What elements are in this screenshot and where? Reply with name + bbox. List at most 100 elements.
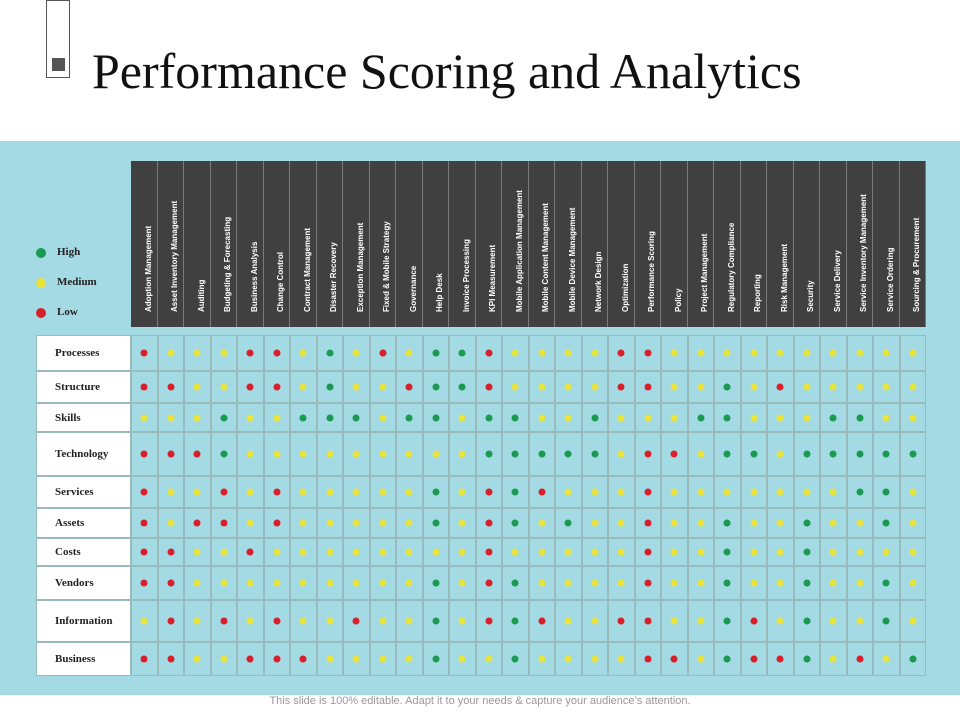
score-dot-icon (670, 383, 678, 391)
score-cell (528, 538, 555, 566)
column-header: Mobile Device Management (555, 161, 582, 327)
score-dot-icon (856, 450, 864, 458)
score-cell (316, 508, 343, 538)
score-cell (157, 566, 184, 600)
score-dot-icon (299, 655, 307, 663)
score-cell (793, 508, 820, 538)
score-dot-icon (591, 519, 599, 527)
score-dot-icon (511, 519, 519, 527)
score-cell (396, 642, 423, 676)
column-header-label: Exception Management (355, 222, 365, 312)
score-dot-icon (485, 488, 493, 496)
score-dot-icon (564, 548, 572, 556)
score-dot-icon (564, 655, 572, 663)
score-cell (714, 432, 741, 476)
score-dot-icon (432, 383, 440, 391)
row-label: Skills (36, 403, 131, 432)
score-cell (581, 432, 608, 476)
score-cell (184, 538, 211, 566)
score-dot-icon (458, 414, 466, 421)
legend-label: High (57, 246, 81, 258)
score-cell (846, 476, 873, 508)
score-cell (184, 432, 211, 476)
column-header-label: KPI Measurement (488, 244, 498, 312)
score-dot-icon (882, 519, 890, 527)
score-cell (157, 600, 184, 642)
score-dot-icon (167, 450, 175, 458)
score-dot-icon (140, 349, 148, 357)
score-cell (263, 538, 290, 566)
score-dot-icon (776, 548, 784, 556)
score-cell (184, 403, 211, 432)
score-cell (528, 432, 555, 476)
score-dot-icon (485, 383, 493, 391)
score-dot-icon (750, 349, 758, 357)
score-cell (555, 476, 582, 508)
column-header-label: Change Control (276, 252, 286, 312)
score-dot-icon (644, 655, 652, 663)
score-cell (369, 371, 396, 403)
score-dot-icon (856, 383, 864, 391)
score-cell (131, 642, 158, 676)
score-cell (237, 508, 264, 538)
column-header: Disaster Recovery (317, 161, 343, 327)
score-cell (608, 371, 635, 403)
score-cell (369, 538, 396, 566)
score-dot-icon (167, 617, 175, 625)
row-label: Information (36, 600, 131, 642)
score-dot-icon (591, 617, 599, 625)
score-cell (422, 432, 449, 476)
score-cell (873, 371, 900, 403)
score-cell (369, 642, 396, 676)
score-cell (687, 403, 714, 432)
score-cell (661, 403, 688, 432)
score-dot-icon (723, 383, 731, 391)
score-dot-icon (803, 548, 811, 556)
score-cell (767, 508, 794, 538)
score-dot-icon (220, 450, 228, 458)
score-dot-icon (432, 349, 440, 357)
score-dot-icon (246, 349, 254, 357)
row-label-text: Technology (55, 448, 109, 460)
score-dot-icon (591, 579, 599, 587)
row-label-text: Services (55, 486, 94, 498)
score-cell (846, 600, 873, 642)
score-cell (634, 335, 661, 371)
score-cell (475, 403, 502, 432)
score-cell (210, 538, 237, 566)
score-cell (555, 600, 582, 642)
score-dot-icon (538, 548, 546, 556)
score-cell (290, 476, 317, 508)
score-cell (396, 476, 423, 508)
score-dot-icon (617, 519, 625, 527)
score-cell (502, 600, 529, 642)
score-cell (449, 600, 476, 642)
score-cell (502, 642, 529, 676)
column-header: Business Analysis (237, 161, 264, 327)
score-cell (475, 566, 502, 600)
score-dot-icon (432, 519, 440, 527)
score-cell (343, 476, 370, 508)
score-dot-icon (167, 488, 175, 496)
score-dot-icon (352, 450, 360, 458)
score-dot-icon (856, 519, 864, 527)
legend-label: Low (57, 306, 78, 318)
score-cell (449, 476, 476, 508)
column-header-label: Service Inventory Management (859, 194, 869, 312)
score-dot-icon (379, 383, 387, 391)
score-dot-icon (670, 488, 678, 496)
score-dot-icon (273, 349, 281, 357)
score-dot-icon (909, 488, 917, 496)
score-dot-icon (591, 383, 599, 391)
score-cell (475, 335, 502, 371)
score-dot-icon (326, 579, 334, 587)
score-dot-icon (246, 519, 254, 527)
score-cell (237, 432, 264, 476)
score-dot-icon (352, 579, 360, 587)
score-cell (661, 566, 688, 600)
score-cell (634, 600, 661, 642)
score-cell (740, 476, 767, 508)
score-cell (475, 600, 502, 642)
score-cell (263, 566, 290, 600)
score-dot-icon (193, 579, 201, 587)
